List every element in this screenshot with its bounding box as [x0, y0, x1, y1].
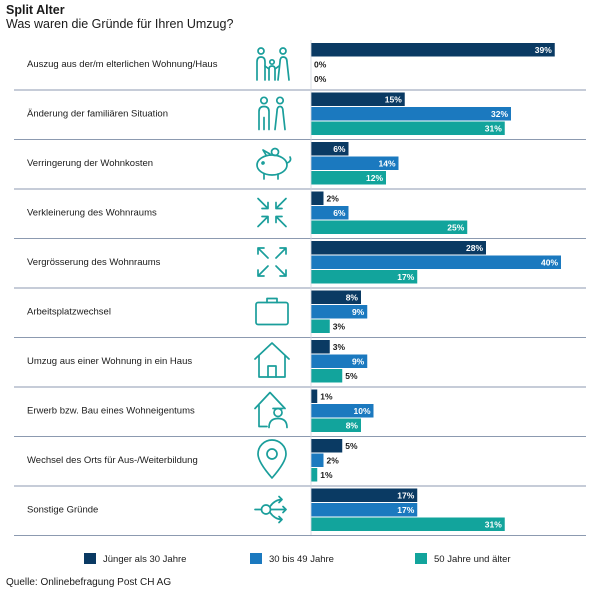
category-label: Verkleinerung des Wohnraums: [27, 208, 157, 219]
data-label: 2%: [327, 194, 340, 204]
bar: [311, 156, 399, 170]
data-label: 8%: [346, 421, 359, 431]
data-label: 2%: [327, 456, 340, 466]
category-label: Umzug aus einer Wohnung in ein Haus: [27, 356, 192, 367]
bar: [311, 270, 418, 284]
bar: [311, 206, 349, 220]
legend-swatch: [250, 553, 262, 564]
bar: [311, 305, 368, 319]
bar: [311, 121, 505, 135]
data-label: 40%: [541, 258, 558, 268]
bar: [311, 340, 330, 354]
shrink-arrows-icon: [257, 197, 287, 228]
bar: [311, 255, 561, 269]
data-label: 14%: [378, 159, 395, 169]
data-label: 31%: [485, 520, 502, 530]
data-label: 6%: [333, 144, 346, 154]
location-pin-icon: [257, 439, 287, 479]
data-label: 17%: [397, 505, 414, 515]
data-label: 5%: [345, 441, 358, 451]
bar: [311, 354, 368, 368]
bar: [311, 191, 324, 205]
data-label: 17%: [397, 272, 414, 282]
expand-arrows-icon: [257, 247, 287, 277]
bar: [311, 418, 361, 432]
category-label: Wechsel des Orts für Aus-/Weiterbildung: [27, 455, 198, 466]
data-label: 10%: [353, 406, 370, 416]
bar: [311, 439, 343, 453]
data-label: 8%: [346, 293, 359, 303]
data-label: 9%: [352, 357, 365, 367]
family-icon: [256, 47, 290, 81]
data-label: 3%: [333, 342, 346, 352]
data-label: 1%: [320, 470, 333, 480]
chart-title: Split Alter: [6, 3, 65, 17]
branch-arrows-icon: [254, 495, 287, 524]
legend-label: 30 bis 49 Jahre: [269, 554, 334, 565]
data-label: 12%: [366, 173, 383, 183]
data-label: 15%: [385, 95, 402, 105]
data-label: 6%: [333, 208, 346, 218]
bar: [311, 453, 324, 467]
legend-swatch: [84, 553, 96, 564]
category-label: Vergrösserung des Wohnraums: [27, 257, 161, 268]
data-label: 32%: [491, 109, 508, 119]
bar: [311, 92, 405, 106]
legend-label: Jünger als 30 Jahre: [103, 554, 186, 565]
data-label: 0%: [314, 74, 327, 84]
source-note: Quelle: Onlinebefragung Post CH AG: [6, 577, 172, 588]
data-label: 17%: [397, 491, 414, 501]
bar: [311, 43, 555, 57]
bar: [311, 171, 386, 185]
bar: [311, 142, 349, 156]
data-label: 3%: [333, 322, 346, 332]
data-label: 9%: [352, 307, 365, 317]
bar: [311, 220, 468, 234]
data-label: 28%: [466, 243, 483, 253]
legend-swatch: [415, 553, 427, 564]
house-icon: [254, 342, 290, 378]
data-label: 1%: [320, 392, 333, 402]
bar: [311, 369, 343, 383]
bar: [311, 404, 374, 418]
data-label: 5%: [345, 371, 358, 381]
data-label: 0%: [314, 60, 327, 70]
house-person-icon: [254, 391, 288, 429]
bar: [311, 488, 418, 502]
category-label: Sonstige Gründe: [27, 505, 98, 516]
bar: [311, 468, 318, 482]
legend-label: 50 Jahre und älter: [434, 554, 511, 565]
category-label: Verringerung der Wohnkosten: [27, 158, 153, 169]
category-label: Arbeitsplatzwechsel: [27, 307, 111, 318]
data-label: 39%: [535, 45, 552, 55]
data-label: 31%: [485, 124, 502, 134]
piggy-bank-icon: [256, 147, 292, 180]
bar: [311, 290, 361, 304]
bar: [311, 107, 511, 121]
briefcase-icon: [255, 297, 289, 326]
chart-subtitle: Was waren die Gründe für Ihren Umzug?: [6, 17, 234, 31]
category-label: Erwerb bzw. Bau eines Wohneigentums: [27, 406, 195, 417]
bar: [311, 517, 505, 531]
couple-icon: [258, 96, 286, 131]
bar: [311, 503, 418, 517]
bar: [311, 389, 318, 403]
category-label: Auszug aus der/m elterlichen Wohnung/Hau…: [27, 59, 218, 70]
bar: [311, 319, 330, 333]
bar: [311, 241, 486, 255]
category-label: Änderung der familiären Situation: [27, 109, 168, 120]
data-label: 25%: [447, 223, 464, 233]
